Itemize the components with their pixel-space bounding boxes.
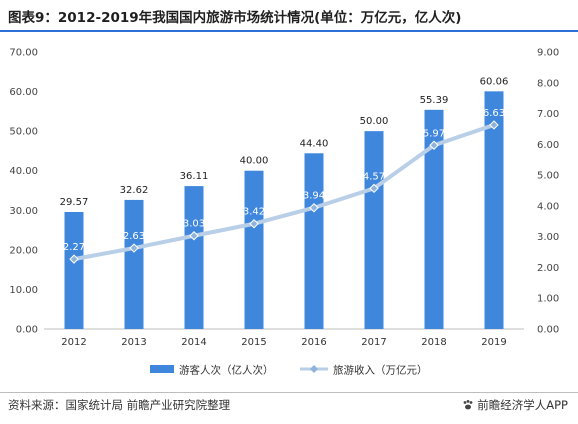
- y-right-tick-label: 0.00: [537, 325, 559, 336]
- bar-2013: [124, 199, 144, 329]
- y-right-tick-label: 7.00: [537, 109, 559, 120]
- y-right-tick-label: 8.00: [537, 78, 559, 89]
- x-tick-label: 2018: [421, 337, 446, 348]
- y-left-tick-label: 0.00: [16, 325, 38, 336]
- revenue-point-2014: [189, 231, 199, 241]
- line-value-label: 6.63: [483, 108, 505, 119]
- revenue-point-2013: [129, 243, 139, 253]
- revenue-point-2019: [489, 120, 499, 130]
- bar-value-label: 50.00: [360, 116, 389, 127]
- title-underline: [0, 30, 578, 32]
- x-tick-label: 2015: [241, 337, 266, 348]
- y-right-tick-label: 6.00: [537, 140, 559, 151]
- legend-bar-swatch: [150, 365, 174, 373]
- y-left-tick-label: 50.00: [9, 127, 38, 138]
- y-right-tick-label: 1.00: [537, 294, 559, 305]
- paw-icon: [462, 399, 474, 411]
- bar-2014: [184, 186, 204, 329]
- x-tick-label: 2013: [121, 337, 146, 348]
- x-tick-label: 2012: [61, 337, 86, 348]
- chart-area: 0.00 10.00 20.00 30.00 40.00 50.00 60.00 70.00 0…: [0, 32, 578, 392]
- bar-value-label: 29.57: [60, 197, 89, 208]
- line-value-label: 3.03: [183, 219, 205, 230]
- bar-value-label: 55.39: [420, 95, 449, 106]
- revenue-point-2012: [69, 254, 79, 264]
- legend-bar-label: 游客人次（亿人次）: [179, 364, 274, 377]
- revenue-point-2017: [369, 183, 379, 194]
- y-left-tick-label: 10.00: [9, 285, 38, 296]
- source-note: 资料来源：国家统计局 前瞻产业研究院整理: [8, 398, 231, 412]
- x-tick-label: 2014: [181, 337, 206, 348]
- revenue-point-2016: [309, 203, 319, 213]
- y-right-tick-label: 5.00: [537, 171, 559, 182]
- bar-value-label: 40.00: [240, 156, 269, 167]
- bar-value-label: 32.62: [120, 185, 149, 196]
- combo-chart: 0.00 10.00 20.00 30.00 40.00 50.00 60.00 70.00 0…: [9, 48, 559, 377]
- revenue-line: [72, 122, 496, 262]
- y-right-tick-label: 9.00: [537, 48, 559, 59]
- x-tick-label: 2017: [361, 337, 386, 348]
- bar-2015: [244, 170, 264, 329]
- legend-line-label: 旅游收入（万亿元）: [333, 364, 428, 377]
- y-right-tick-label: 2.00: [537, 263, 559, 274]
- chart-title: 图表9：2012-2019年我国国内旅游市场统计情况(单位：万亿元，亿人次): [8, 10, 462, 26]
- line-value-label: 3.94: [303, 191, 325, 202]
- line-value-label: 4.57: [363, 171, 385, 182]
- bar-value-label: 60.06: [480, 76, 509, 87]
- line-value-label: 2.27: [63, 242, 85, 253]
- bar-2018: [424, 109, 444, 329]
- line-value-label: 3.42: [243, 207, 265, 218]
- y-right-tick-label: 4.00: [537, 201, 559, 212]
- bar-2017: [364, 131, 384, 329]
- revenue-point-2015: [249, 219, 259, 229]
- y-left-tick-label: 30.00: [9, 206, 38, 217]
- legend-line-marker: [310, 365, 318, 373]
- revenue-point-2018: [429, 140, 439, 150]
- footer-divider: [0, 392, 578, 393]
- y-left-tick-label: 20.00: [9, 245, 38, 256]
- brand-credit: 前瞻经济学人APP: [462, 397, 568, 413]
- y-left-tick-label: 60.00: [9, 87, 38, 98]
- x-tick-label: 2019: [481, 337, 506, 348]
- line-value-label: 2.63: [123, 231, 145, 242]
- bar-2019: [484, 91, 504, 329]
- bar-2012: [64, 211, 84, 329]
- y-right-tick-label: 3.00: [537, 232, 559, 243]
- line-value-label: 5.97: [423, 128, 445, 139]
- y-left-tick-label: 70.00: [9, 48, 38, 59]
- bar-2016: [304, 153, 324, 329]
- bar-value-label: 44.40: [300, 138, 329, 149]
- x-tick-label: 2016: [301, 337, 326, 348]
- bar-value-label: 36.11: [180, 171, 209, 182]
- y-left-tick-label: 40.00: [9, 166, 38, 177]
- brand-name: 前瞻经济学人APP: [477, 398, 568, 412]
